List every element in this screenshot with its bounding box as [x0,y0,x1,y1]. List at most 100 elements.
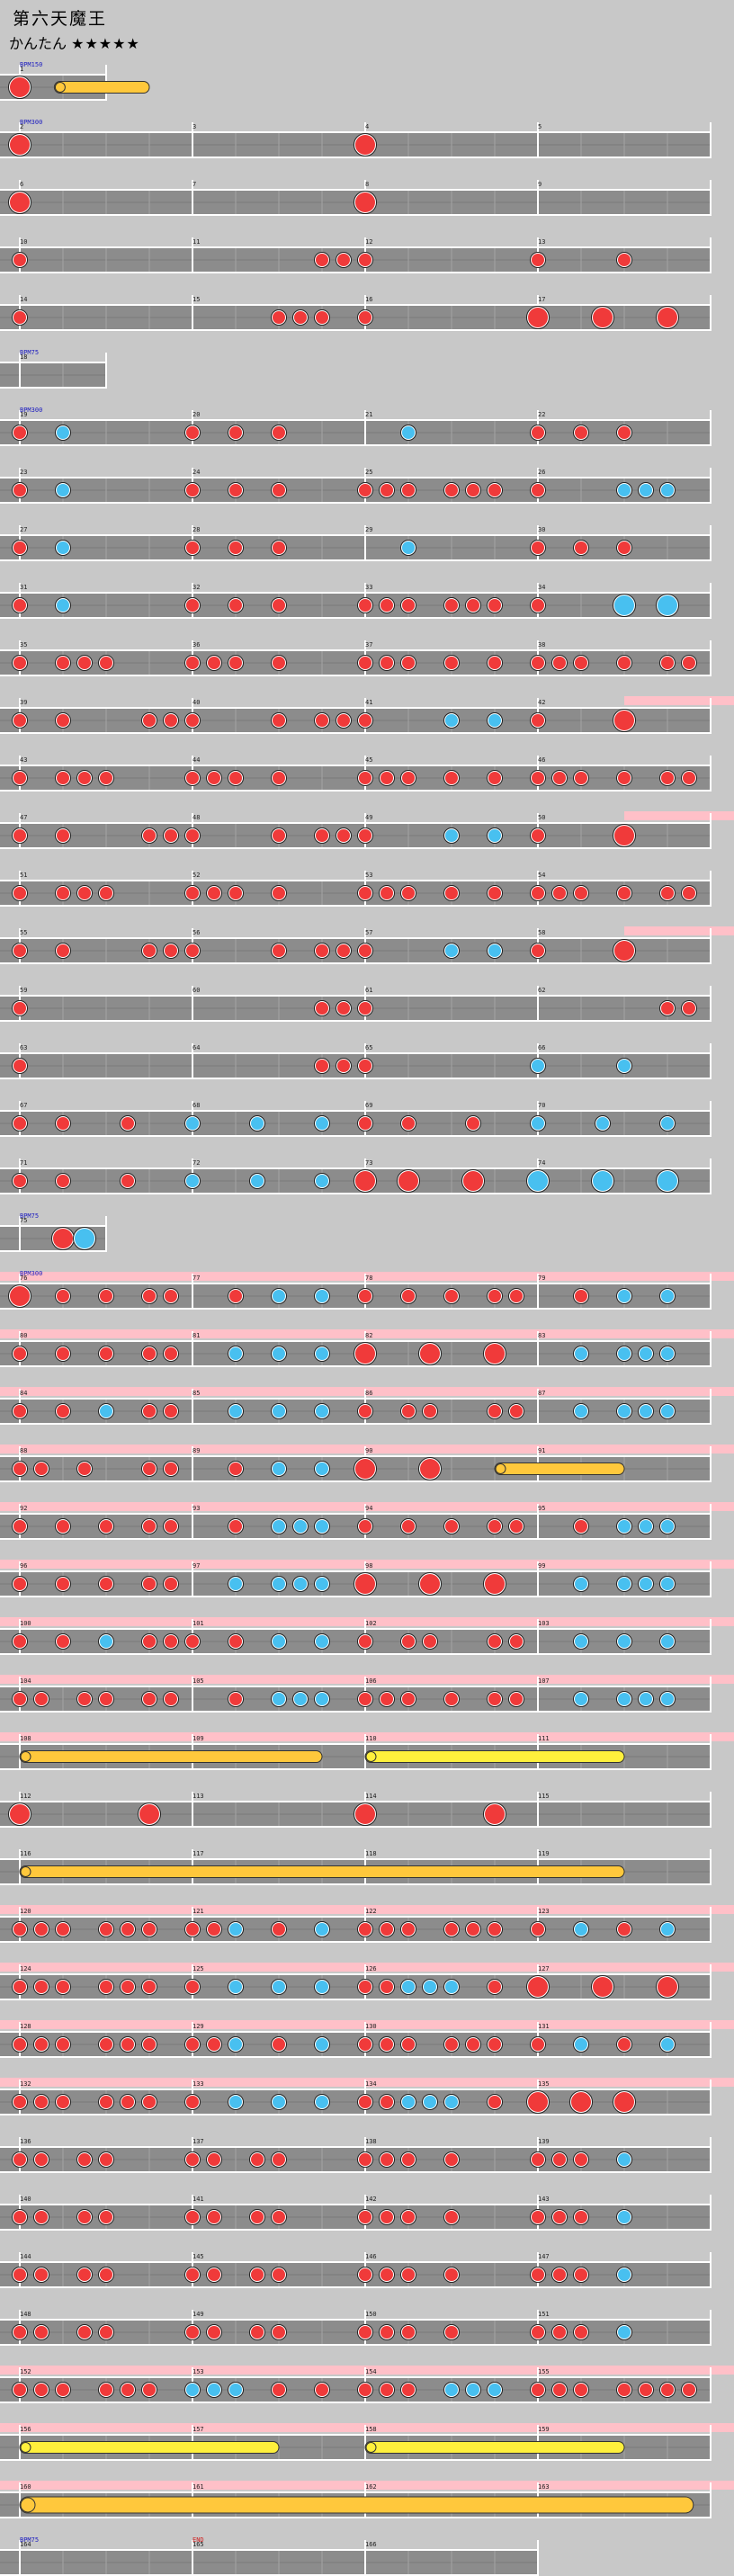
ka-note-core [593,1171,613,1191]
lane-edge [0,2286,711,2288]
ka-note-core [618,2268,631,2281]
ka-note-core [273,1347,285,1360]
don-note-core [100,657,112,669]
don-note-core [273,2153,285,2166]
don-note-core [661,2384,674,2396]
ka-note-core [488,2384,501,2396]
chart-row: 164 165 166 BPM75 END [0,2536,539,2576]
measure-number: 160 [20,2483,31,2491]
don-note-core [575,2268,587,2281]
lane-edge [0,362,106,363]
measure-number: 146 [365,2253,377,2260]
don-note-core [13,1175,26,1187]
chart-row: 120 121 122 123 [0,1905,734,1943]
measure-number: 9 [538,181,542,188]
gogo-band [0,2020,734,2029]
don-note-core [575,772,587,784]
measure-number: 142 [365,2196,377,2203]
don-note-core [229,887,242,899]
chart-row: 27 28 29 30 [0,525,712,561]
don-note-core [186,2268,199,2281]
don-note-core [35,2384,48,2396]
don-note-core [488,887,501,899]
gogo-band [624,926,734,935]
measure-number: 23 [20,469,27,476]
chart-header: 第六天魔王 かんたん ★★★★★ [0,0,734,52]
don-note-core [402,657,415,669]
don-note-core [13,2038,26,2051]
ka-note-core [294,1693,307,1705]
chart-row: 47 48 49 50 [0,811,734,849]
gogo-band [0,1445,734,1453]
gogo-band [0,2481,734,2490]
don-note-core [359,2153,371,2166]
don-note-core [186,887,199,899]
lane-edge [0,1110,711,1112]
don-note-core [337,714,350,727]
lane-edge [0,790,711,792]
measure-number: 57 [365,929,372,936]
ka-note-core [273,1520,285,1533]
measure-number: 107 [538,1677,550,1685]
measure-number: 141 [192,2196,204,2203]
don-note-core [488,657,501,669]
measure-number: 148 [20,2311,31,2318]
don-note-core [593,1977,613,1997]
don-note-core [121,2096,134,2108]
ka-note-core [294,1520,307,1533]
don-note-core [13,1520,26,1533]
don-note-core [445,2326,458,2339]
don-note-core [488,2038,501,2051]
measure-number: 41 [365,699,372,706]
measure-number: 28 [192,526,200,533]
ka-note-core [316,1290,328,1302]
don-note-core [445,657,458,669]
measure-number: 103 [538,1620,550,1627]
don-note-core [57,1117,69,1130]
don-note-core [251,2268,264,2281]
don-note-core [165,1693,177,1705]
measure-number: 121 [192,1908,204,1915]
lane-edge [0,962,711,964]
lane-edge [0,1883,711,1885]
ka-note-core [316,1405,328,1418]
lane-edge [0,1570,711,1572]
ka-note-core [273,1405,285,1418]
don-note-core [78,1462,91,1475]
don-note-core [143,829,156,842]
lane-edge [0,189,711,191]
don-note-core [380,657,393,669]
lane-edge [0,1768,711,1770]
don-note-core [575,2211,587,2223]
lane-edge [0,2434,711,2436]
don-note-core [532,254,544,266]
lane-edge [0,905,711,907]
don-note-core [488,599,501,612]
drumroll [19,1750,323,1763]
lane-edge [0,1308,711,1310]
measure-number: 38 [538,641,545,648]
measure-number: 86 [365,1390,372,1397]
drumroll-head [20,2442,31,2453]
don-note-core [355,135,375,155]
measure-number: 147 [538,2253,550,2260]
measure-number: 74 [538,1159,545,1167]
don-note-core [121,1923,134,1936]
don-note-core [359,484,371,496]
lane-edge [0,2146,711,2148]
lane-edge [0,419,711,421]
ka-note-core [273,1462,285,1475]
lane-edge [0,2459,711,2461]
don-note-core [614,826,634,845]
don-note-core [121,2384,134,2396]
drumroll [53,81,150,94]
lane-edge [0,995,711,997]
don-note-core [165,714,177,727]
lane-edge [0,502,711,504]
lane-edge [0,1052,711,1054]
don-note-core [273,944,285,957]
don-note-core [614,711,634,730]
drumroll [494,1462,625,1475]
lane-edge [0,1628,711,1630]
measure-number: 55 [20,929,27,936]
